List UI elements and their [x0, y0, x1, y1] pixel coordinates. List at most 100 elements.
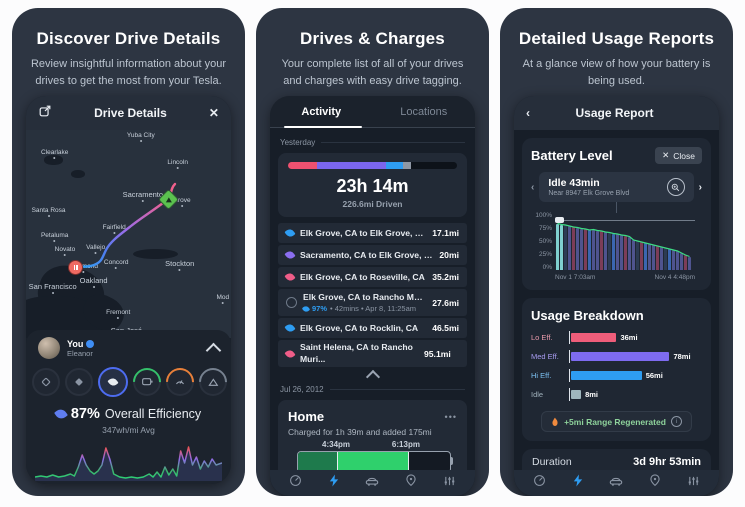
- gauge-elevation-icon[interactable]: [193, 362, 231, 397]
- panel1-description: Review insightful information about your…: [30, 58, 227, 87]
- efficiency-leaf-icon: [53, 407, 68, 421]
- drive-row[interactable]: Elk Grove, CA to Roseville, CA 35.2mi: [278, 267, 467, 287]
- chevron-up-icon[interactable]: [205, 342, 222, 358]
- phone-mock-drive-details: Drive Details ✕ Yuba City Clearlake Linc…: [26, 96, 231, 484]
- page-title: Usage Report: [575, 106, 654, 120]
- drive-distance: 35.2mi: [432, 272, 459, 282]
- back-chevron-icon[interactable]: ‹: [526, 106, 530, 120]
- active-tab-indicator: [284, 126, 363, 128]
- stat-value: 3d 9hr 53min: [633, 456, 701, 468]
- tab-location-icon[interactable]: [405, 474, 417, 492]
- usage-report-nav: ‹ Usage Report: [514, 96, 719, 130]
- map-city-label: Concord: [104, 259, 129, 269]
- gauge-diamond2-icon[interactable]: [65, 368, 93, 396]
- power-usage-chart[interactable]: [35, 441, 222, 484]
- section-title: Battery Level: [531, 148, 613, 163]
- tab-settings-icon[interactable]: [687, 474, 700, 492]
- drive-details-nav: Drive Details ✕: [26, 96, 231, 130]
- drive-row[interactable]: Elk Grove, CA to Elk Grove, CA 17.1mi: [278, 223, 467, 243]
- tab-bar: [514, 470, 719, 496]
- panel2-description: Your complete list of all of your drives…: [281, 58, 464, 87]
- tab-vehicle-icon[interactable]: [365, 474, 379, 492]
- drive-distance: 17.1mi: [432, 228, 459, 238]
- avatar: [38, 337, 60, 359]
- vehicle-name: Eleanor: [67, 348, 93, 358]
- duration-stacked-bar: [288, 162, 457, 169]
- drive-row[interactable]: Saint Helena, CA to Rancho Muri... 95.1m…: [278, 340, 467, 367]
- share-icon[interactable]: [38, 104, 52, 123]
- next-event-chevron[interactable]: ›: [698, 181, 702, 193]
- collapse-chevron-icon[interactable]: [278, 369, 467, 385]
- regen-label: +5mi Range Regenerated: [564, 416, 666, 427]
- route-map[interactable]: Yuba City Clearlake Lincoln Sacramento S…: [26, 130, 231, 338]
- gauge-diamond-icon[interactable]: [32, 368, 60, 396]
- zoom-in-icon[interactable]: [666, 178, 685, 196]
- map-city-label: Fremont: [106, 309, 130, 319]
- map-city-label: Sacramento: [123, 190, 163, 202]
- tab-dashboard-icon[interactable]: [533, 474, 546, 492]
- panel-drives-charges: Drives & Charges Your complete list of a…: [256, 8, 489, 496]
- battery-level-chart[interactable]: 100% 75% 50% 25% 0%: [531, 212, 702, 271]
- battery-level-section: Battery Level ✕ Close ‹ Idle 43min Near 8…: [522, 138, 711, 290]
- prev-event-chevron[interactable]: ‹: [531, 181, 535, 193]
- usage-category: Lo Eff.: [531, 333, 553, 342]
- daily-summary-card[interactable]: 23h 14m 226.6mi Driven: [278, 153, 467, 217]
- gauge-speed-icon[interactable]: [160, 362, 200, 397]
- drive-row[interactable]: Elk Grove, CA to Rocklin, CA 46.5mi: [278, 318, 467, 338]
- total-duration: 23h 14m: [336, 176, 409, 196]
- drive-route: Elk Grove, CA to Elk Grove, CA: [300, 228, 427, 238]
- drive-row-expanded[interactable]: Elk Grove, CA to Rancho Muriett... 97% •…: [278, 289, 467, 316]
- drive-efficiency: 97%: [312, 304, 328, 313]
- drive-route: Elk Grove, CA to Roseville, CA: [300, 272, 425, 282]
- battery-added-fill: [337, 452, 409, 472]
- date-section-label: Jul 26, 2012: [280, 385, 324, 394]
- info-icon[interactable]: i: [670, 416, 682, 427]
- event-connector-line: [616, 202, 617, 213]
- drive-route: Elk Grove, CA to Rocklin, CA: [300, 323, 419, 333]
- tab-activity-bolt-icon[interactable]: [328, 474, 340, 492]
- battery-trend-line: [557, 222, 690, 258]
- close-icon[interactable]: ✕: [208, 106, 219, 120]
- panel1-headline: Discover Drive Details: [36, 29, 221, 48]
- usage-breakdown-chart: Lo Eff. 36mi Med Eff. 78mi Hi Eff. 56mi: [531, 331, 702, 401]
- tab-activity-bolt-icon[interactable]: [572, 474, 584, 492]
- map-city-label: Fairfield: [103, 224, 126, 234]
- drive-distance: 95.1mi: [424, 348, 451, 359]
- more-options-icon[interactable]: •••: [444, 411, 457, 422]
- gauge-battery-icon[interactable]: [127, 362, 167, 397]
- tab-location-icon[interactable]: [649, 474, 661, 492]
- leaf-icon: [284, 227, 296, 239]
- tab-dashboard-icon[interactable]: [289, 474, 302, 492]
- usage-category: Hi Eff.: [531, 371, 552, 380]
- close-icon: ✕: [662, 150, 670, 160]
- usage-bar: [571, 352, 670, 361]
- charge-location: Home: [288, 409, 325, 424]
- drive-route: Elk Grove, CA to Rancho Muriett...: [303, 292, 426, 302]
- section-title: Usage Breakdown: [531, 308, 644, 323]
- usage-breakdown-section: Usage Breakdown Lo Eff. 36mi Med Eff. 78…: [522, 298, 711, 441]
- drive-summary-sheet: You Eleanor 87% Overal: [26, 330, 231, 484]
- leaf-icon: [284, 322, 296, 334]
- usage-value: 8mi: [585, 390, 599, 399]
- gauge-efficiency-icon[interactable]: [98, 367, 128, 397]
- stat-label: Duration: [532, 456, 572, 468]
- panel-drive-details: Discover Drive Details Review insightful…: [12, 8, 245, 496]
- drive-row[interactable]: Sacramento, CA to Elk Grove, CA 20mi: [278, 245, 467, 265]
- battery-charge-graphic: [296, 451, 451, 473]
- tab-locations[interactable]: Locations: [400, 106, 448, 118]
- regen-badge[interactable]: +5mi Range Regenerated i: [541, 411, 692, 432]
- gauge-carousel[interactable]: [26, 359, 231, 397]
- map-city-label: Yuba City: [127, 132, 155, 142]
- chart-scrubber-handle[interactable]: [555, 217, 564, 223]
- selected-event-card[interactable]: Idle 43min Near 8947 Elk Grove Blvd: [539, 172, 694, 202]
- driver-name: You: [67, 338, 84, 349]
- tab-activity[interactable]: Activity: [301, 106, 342, 118]
- usage-category: Med Eff.: [531, 352, 559, 361]
- date-section-label: Yesterday: [280, 138, 316, 147]
- close-button[interactable]: ✕ Close: [655, 147, 702, 164]
- tab-vehicle-icon[interactable]: [609, 474, 623, 492]
- flame-icon: [552, 417, 558, 426]
- event-title: Idle 43min: [548, 177, 600, 189]
- tab-settings-icon[interactable]: [443, 474, 456, 492]
- tag-checkbox[interactable]: [286, 297, 297, 308]
